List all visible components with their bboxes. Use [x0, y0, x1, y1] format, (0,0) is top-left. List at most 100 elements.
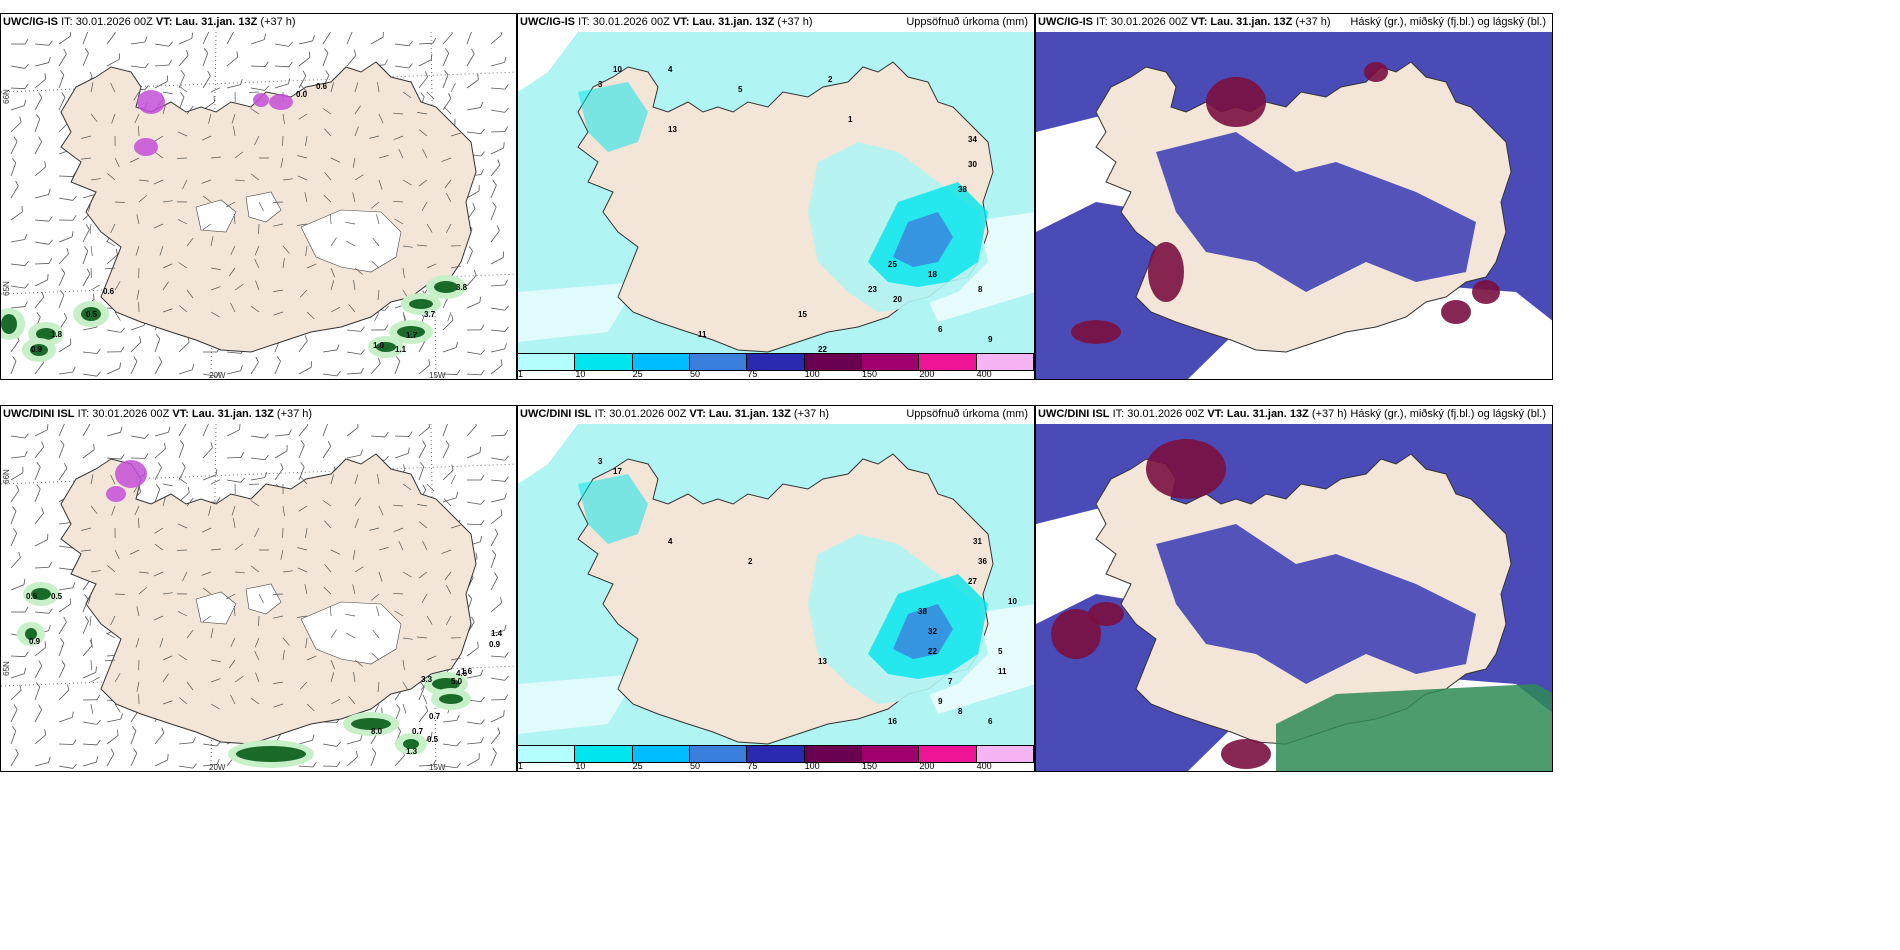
precip-value-label: 0.6 — [316, 82, 328, 91]
precip-value-label: 0.7 — [412, 727, 424, 736]
precip-amount-label: 9 — [988, 335, 993, 344]
colorbar-swatch — [632, 746, 690, 762]
colorbar-tick: 100 — [804, 369, 820, 379]
lon-label-15w: 15W — [429, 763, 446, 772]
precip-value-label: 1.1 — [395, 345, 407, 354]
precip-amount-label: 10 — [613, 65, 622, 74]
colorbar-tick: 50 — [690, 369, 701, 379]
precip-amount-label: 9 — [938, 697, 943, 706]
precip-amount-label: 5 — [998, 647, 1003, 656]
panel-dini-cloud: UWC/DINI ISL IT: 30.01.2026 00Z VT: Lau.… — [1035, 405, 1553, 772]
precip-value-label: 4.6 — [456, 669, 468, 678]
colorbar-tick: 100 — [804, 761, 820, 771]
precip-value-label: 3.3 — [421, 675, 433, 684]
lon-label-20w: 20W — [209, 371, 226, 380]
precip-amount-label: 13 — [818, 657, 827, 666]
colorbar-swatch — [804, 746, 862, 762]
precip-amount-label: 30 — [968, 160, 977, 169]
precip-amount-label: 20 — [893, 295, 902, 304]
wind-map: 0.5 0.50.90.70.54.60.71.30.91.45.01.63.38… — [1, 424, 516, 771]
colorbar-tick: 150 — [862, 369, 878, 379]
colorbar-tick: 25 — [632, 369, 643, 379]
colorbar-swatch — [747, 354, 805, 370]
precip-value-label: 1.0 — [373, 341, 385, 350]
precip-amount-label: 3 — [598, 80, 603, 89]
colorbar-tick: 200 — [919, 369, 935, 379]
precip-amount-label: 25 — [888, 260, 897, 269]
precip-value-label: 8.0 — [371, 727, 383, 736]
colorbar-swatch — [919, 746, 977, 762]
precip-amount-label: 38 — [958, 185, 967, 194]
precip-value-label: 0.0 — [296, 90, 308, 99]
precip-value-label: 0.5 — [86, 310, 98, 319]
colorbar-swatch — [689, 746, 748, 762]
lat-label-65n: 65N — [1, 281, 11, 296]
wind-map: 0.6 0.5 0.9 1.8 1.0 1.1 3.8 3.7 1.7 0.6 0.0 — [1, 32, 516, 379]
colorbar-tick: 400 — [976, 369, 992, 379]
panel-dini-wind: UWC/DINI ISL IT: 30.01.2026 00Z VT: Lau.… — [0, 405, 517, 772]
panel-title: UWC/IG-IS IT: 30.01.2026 00Z VT: Lau. 31… — [520, 16, 813, 28]
panel-ig-precip: UWC/IG-IS IT: 30.01.2026 00Z VT: Lau. 31… — [517, 13, 1035, 380]
colorbar-tick: 200 — [919, 761, 935, 771]
panel-title: UWC/DINI ISL IT: 30.01.2026 00Z VT: Lau.… — [1038, 408, 1348, 420]
panel-subtitle: Uppsöfnuð úrkoma (mm) — [906, 408, 1028, 420]
lat-label-66n: 66N — [1, 469, 11, 484]
precip-value-label: 1.7 — [406, 331, 418, 340]
precip-amount-label: 11 — [698, 330, 707, 339]
colorbar-swatch — [804, 354, 862, 370]
precip-amount-label: 3 — [598, 457, 603, 466]
precip-amount-label: 38 — [918, 607, 927, 616]
precip-amount-label: 32 — [928, 627, 937, 636]
precip-amount-label: 15 — [798, 310, 807, 319]
precip-value-label: 5.0 — [451, 677, 463, 686]
cloud-map — [1036, 32, 1552, 379]
precip-value-label: 0.7 — [429, 712, 441, 721]
precip-amount-label: 6 — [938, 325, 943, 334]
precip-value-label: 3.7 — [424, 310, 436, 319]
precip-amount-label: 7 — [948, 677, 953, 686]
precip-value-label: 1.8 — [51, 330, 63, 339]
precip-value-label: 1.3 — [406, 747, 418, 756]
colorbar-swatch — [632, 354, 690, 370]
precip-amount-label: 22 — [818, 345, 827, 354]
precip-amount-label: 17 — [613, 467, 622, 476]
panel-subtitle: Háský (gr.), miðský (fj.bl.) og lágský (… — [1350, 16, 1546, 28]
precip-amount-label: 36 — [978, 557, 987, 566]
colorbar-swatch — [919, 354, 977, 370]
precip-amount-label: 34 — [968, 135, 977, 144]
colorbar-swatch — [575, 354, 633, 370]
precip-value-label: 1.4 — [491, 629, 503, 638]
colorbar-swatch — [518, 354, 576, 370]
precip-amount-label: 2 — [748, 557, 753, 566]
colorbar-tick: 10 — [575, 369, 586, 379]
colorbar-swatch — [747, 746, 805, 762]
lat-label-66n: 66N — [1, 89, 11, 104]
precip-amount-label: 31 — [973, 537, 982, 546]
colorbar-swatch — [861, 746, 920, 762]
precip-value-label: 0.9 — [489, 640, 501, 649]
colorbar-tick: 1 — [518, 369, 524, 379]
precip-value-label: 0.9 — [29, 637, 41, 646]
colorbar-tick: 150 — [862, 761, 878, 771]
lon-label-15w: 15W — [429, 371, 446, 380]
precip-amount-label: 11 — [998, 667, 1007, 676]
precip-amount-label: 23 — [868, 285, 877, 294]
colorbar-swatch — [976, 746, 1034, 762]
panel-title: UWC/DINI ISL IT: 30.01.2026 00Z VT: Lau.… — [3, 408, 313, 420]
precip-amount-label: 8 — [958, 707, 963, 716]
panel-title: UWC/DINI ISL IT: 30.01.2026 00Z VT: Lau.… — [520, 408, 830, 420]
precip-value-label: 1.6 — [461, 667, 473, 676]
colorbar-swatch — [976, 354, 1034, 370]
colorbar-tick: 400 — [976, 761, 992, 771]
precip-value-label: 0.6 — [103, 287, 115, 296]
precip-colorbar: 1 10 25 50 75 100 150 200 400 — [518, 353, 1034, 379]
cloud-map — [1036, 424, 1552, 771]
panel-ig-wind: UWC/IG-IS IT: 30.01.2026 00Z VT: Lau. 31… — [0, 13, 517, 380]
colorbar-tick: 75 — [747, 369, 758, 379]
precip-amount-label: 5 — [738, 85, 743, 94]
lon-label-20w: 20W — [209, 763, 226, 772]
colorbar-tick: 10 — [575, 761, 586, 771]
colorbar-tick: 50 — [690, 761, 701, 771]
precip-amount-label: 2 — [828, 75, 833, 84]
